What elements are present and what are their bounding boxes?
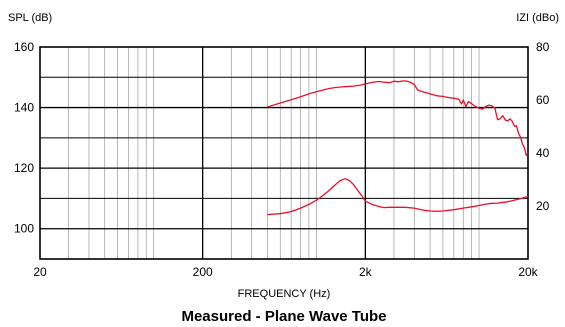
x-tick-label: 200 bbox=[193, 265, 213, 279]
plot-frame bbox=[39, 46, 529, 260]
x-tick-label: 20 bbox=[33, 265, 47, 279]
x-axis-label: FREQUENCY (Hz) bbox=[238, 288, 331, 300]
chart-title: Measured - Plane Wave Tube bbox=[181, 308, 386, 325]
y-right-tick-label: 20 bbox=[536, 199, 550, 213]
impedance-line bbox=[267, 178, 529, 216]
tick-labels: 20 200 2k 20k 100 120 140 160 20 40 60 80 bbox=[14, 40, 550, 279]
minor-grid bbox=[40, 47, 528, 259]
x-tick-label: 20k bbox=[518, 265, 538, 279]
x-tick-label: 2k bbox=[359, 265, 373, 279]
y-right-tick-label: 60 bbox=[536, 93, 550, 107]
y-axis-right-label: IZI (dBo) bbox=[516, 12, 559, 24]
y-axis-left-label: SPL (dB) bbox=[8, 12, 52, 24]
y-right-tick-label: 40 bbox=[536, 146, 550, 160]
y-right-tick-label: 80 bbox=[536, 40, 550, 54]
y-left-tick-label: 100 bbox=[14, 222, 34, 236]
spl-response-line bbox=[267, 80, 529, 157]
major-grid bbox=[40, 47, 528, 259]
series-layer bbox=[267, 80, 529, 216]
y-left-tick-label: 160 bbox=[14, 40, 34, 54]
y-left-tick-label: 120 bbox=[14, 161, 34, 175]
y-left-tick-label: 140 bbox=[14, 101, 34, 115]
